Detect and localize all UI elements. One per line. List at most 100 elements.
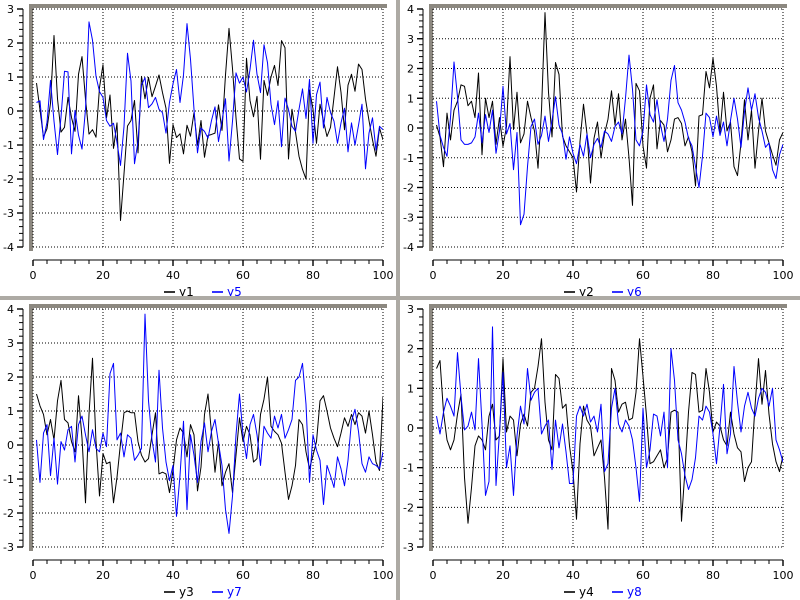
legend-entry-y5[interactable]: y5 <box>212 285 242 299</box>
plot-frame-left <box>29 304 33 551</box>
y-axis-tick-label: -2 <box>403 182 414 195</box>
legend-entry-y3[interactable]: y3 <box>164 585 194 599</box>
y-axis-tick-label: -2 <box>3 507 14 520</box>
y-axis-tick-label: 1 <box>7 71 14 84</box>
plot-frame-left <box>429 4 433 251</box>
y-axis-tick-label: -3 <box>3 541 14 554</box>
gridlines <box>32 8 384 248</box>
x-axis-tick-label: 60 <box>636 569 650 582</box>
x-axis-tick-label: 20 <box>496 569 510 582</box>
plot-frame-left <box>29 4 33 251</box>
legend[interactable]: y3 y7 <box>164 585 242 599</box>
x-axis-tick-label: 40 <box>166 569 180 582</box>
x-axis-tick-label: 40 <box>566 569 580 582</box>
x-axis-tick-label: 0 <box>430 269 437 282</box>
x-axis-tick-label: 0 <box>30 569 37 582</box>
plot-frame-top <box>429 4 787 8</box>
legend-label-y5: y5 <box>227 285 242 299</box>
legend-label-y6: y6 <box>627 285 642 299</box>
y-axis-tick-label: 4 <box>407 3 414 16</box>
legend[interactable]: y2 y6 <box>564 285 642 299</box>
legend-entry-y2[interactable]: y2 <box>564 285 594 299</box>
legend-entry-y1[interactable]: y1 <box>164 285 194 299</box>
series-group <box>36 21 383 221</box>
series-group <box>436 12 783 226</box>
series-line-y2 <box>436 12 783 206</box>
x-axis-tick-label: 40 <box>566 269 580 282</box>
series-line-y6 <box>436 54 783 226</box>
chart-panel-top-right[interactable]: -4 -3 -2 -1 0 1 2 3 4 0 20 40 60 80 100 y2 y6 <box>400 0 800 300</box>
legend-entry-y7[interactable]: y7 <box>212 585 242 599</box>
chart-svg-panel-1: -4 -3 -2 -1 0 1 2 3 0 20 40 60 80 100 y1 y5 <box>3 3 393 299</box>
y-axis-tick-label: -2 <box>3 173 14 186</box>
x-axis-tick-label: 0 <box>30 269 37 282</box>
x-axis-tick-label: 100 <box>373 569 394 582</box>
legend-label-y2: y2 <box>579 285 594 299</box>
y-axis: -3 -2 -1 0 1 2 3 <box>403 303 424 554</box>
y-axis-tick-label: -1 <box>3 473 14 486</box>
x-axis-tick-label: 60 <box>236 569 250 582</box>
series-group <box>436 326 783 530</box>
plot-background <box>33 309 383 547</box>
legend-entry-y6[interactable]: y6 <box>612 285 642 299</box>
x-axis-tick-label: 20 <box>96 569 110 582</box>
y-axis-tick-label: -4 <box>403 241 414 254</box>
y-axis-tick-label: -1 <box>403 462 414 475</box>
y-axis-tick-label: 4 <box>7 303 14 316</box>
panel-separator-horizontal <box>0 296 800 300</box>
y-axis-tick-label: 3 <box>407 33 414 46</box>
plot-frame-top <box>429 304 787 308</box>
gridlines <box>432 8 784 248</box>
x-axis-tick-label: 80 <box>706 269 720 282</box>
chart-panel-bottom-right[interactable]: -3 -2 -1 0 1 2 3 0 20 40 60 80 100 y4 y8 <box>400 300 800 600</box>
y-axis-tick-label: 1 <box>407 92 414 105</box>
legend[interactable]: y4 y8 <box>564 585 642 599</box>
chart-panel-bottom-left[interactable]: -3 -2 -1 0 1 2 3 4 0 20 40 60 80 100 y3 y7 <box>0 300 400 600</box>
x-axis: 0 20 40 60 80 100 <box>30 559 394 582</box>
x-axis-tick-label: 20 <box>96 269 110 282</box>
legend-entry-y8[interactable]: y8 <box>612 585 642 599</box>
legend[interactable]: y1 y5 <box>164 285 242 299</box>
legend-label-y8: y8 <box>627 585 642 599</box>
panel-separator-vertical <box>396 0 400 600</box>
y-axis-tick-label: -1 <box>3 139 14 152</box>
y-axis-tick-label: -1 <box>403 152 414 165</box>
y-axis-tick-label: 3 <box>7 3 14 16</box>
y-axis: -3 -2 -1 0 1 2 3 4 <box>3 303 24 554</box>
x-axis-tick-label: 60 <box>636 269 650 282</box>
x-axis-tick-label: 20 <box>496 269 510 282</box>
chart-panel-top-left[interactable]: -4 -3 -2 -1 0 1 2 3 0 20 40 60 80 100 y1 y5 <box>0 0 400 300</box>
y-axis-tick-label: 2 <box>7 37 14 50</box>
plot-frame-top <box>29 304 387 308</box>
series-line-y1 <box>36 27 383 221</box>
y-axis: -4 -3 -2 -1 0 1 2 3 <box>3 3 24 254</box>
y-axis-tick-label: -3 <box>403 211 414 224</box>
y-axis-tick-label: 2 <box>407 63 414 76</box>
legend-entry-y4[interactable]: y4 <box>564 585 594 599</box>
x-axis-tick-label: 80 <box>706 569 720 582</box>
series-line-y7 <box>36 313 383 534</box>
x-axis-tick-label: 100 <box>773 269 794 282</box>
x-axis-tick-label: 40 <box>166 269 180 282</box>
y-axis-tick-label: 0 <box>407 122 414 135</box>
y-axis-tick-label: 1 <box>7 405 14 418</box>
x-axis-tick-label: 60 <box>236 269 250 282</box>
y-axis: -4 -3 -2 -1 0 1 2 3 4 <box>403 3 424 254</box>
y-axis-tick-label: 0 <box>7 439 14 452</box>
y-axis-tick-label: 1 <box>407 382 414 395</box>
y-axis-tick-label: -3 <box>403 541 414 554</box>
x-axis: 0 20 40 60 80 100 <box>430 559 794 582</box>
legend-label-y4: y4 <box>579 585 594 599</box>
y-axis-tick-label: -4 <box>3 241 14 254</box>
gridlines <box>32 308 384 548</box>
y-axis-tick-label: 3 <box>7 337 14 350</box>
legend-label-y7: y7 <box>227 585 242 599</box>
y-axis-tick-label: 3 <box>407 303 414 316</box>
y-axis-tick-label: 0 <box>7 105 14 118</box>
y-axis-tick-label: 0 <box>407 422 414 435</box>
x-axis: 0 20 40 60 80 100 <box>430 259 794 282</box>
plot-frame-left <box>429 304 433 551</box>
